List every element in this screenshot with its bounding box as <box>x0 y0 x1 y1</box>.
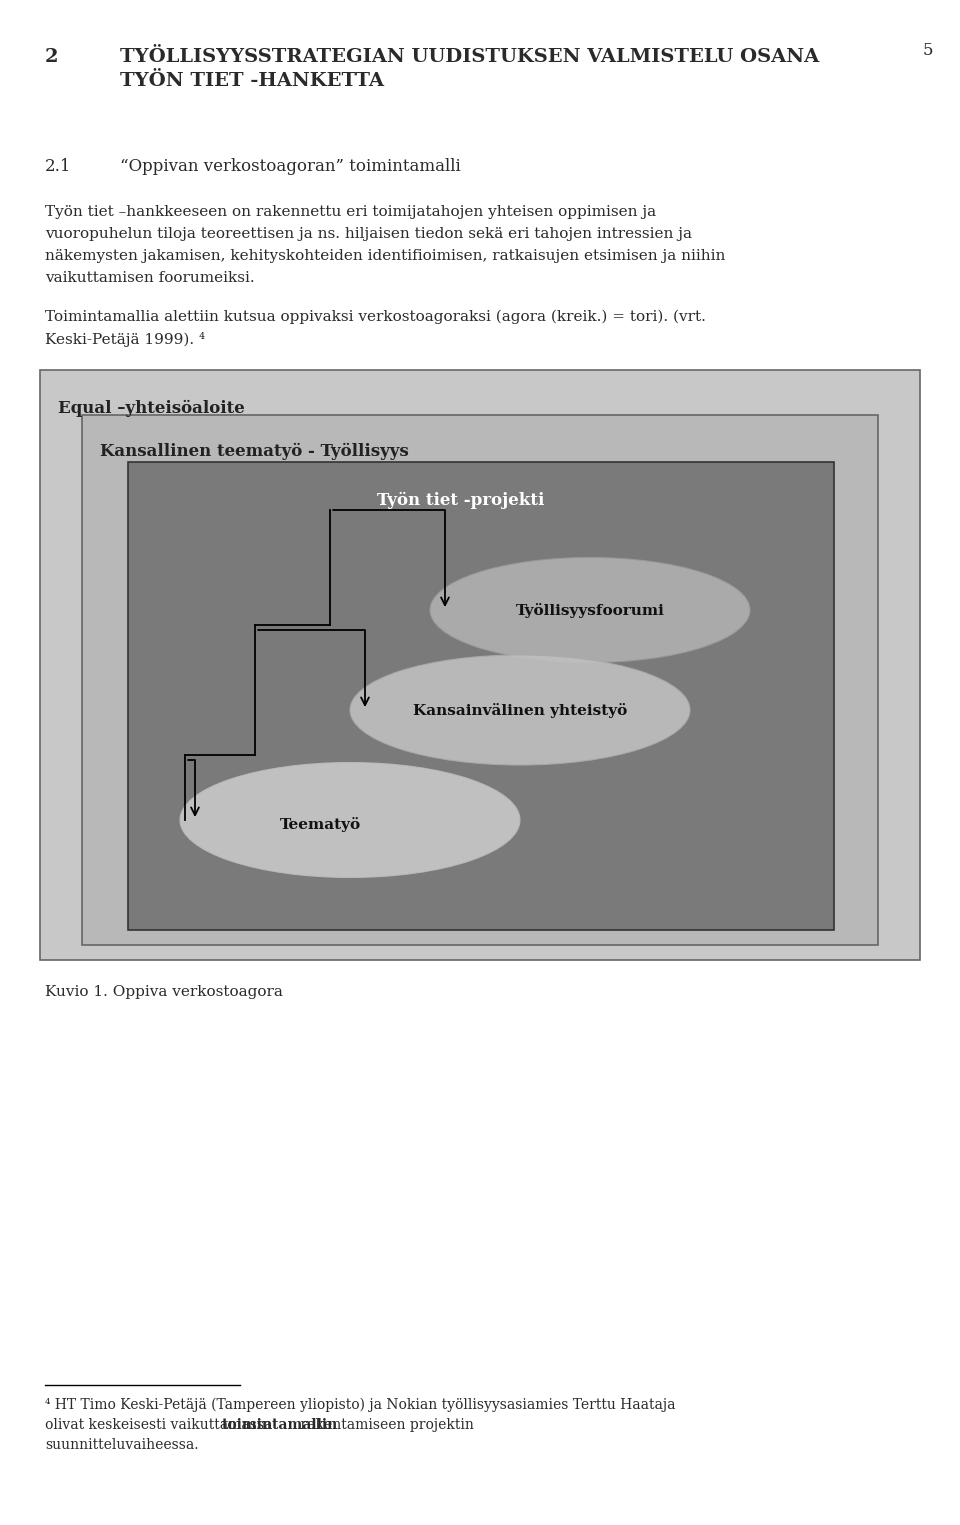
Text: Kansallinen teematyö - Työllisyys: Kansallinen teematyö - Työllisyys <box>100 442 409 461</box>
Text: vuoropuhelun tiloja teoreettisen ja ns. hiljaisen tiedon sekä eri tahojen intres: vuoropuhelun tiloja teoreettisen ja ns. … <box>45 227 692 241</box>
Text: Työn tiet –hankkeeseen on rakennettu eri toimijatahojen yhteisen oppimisen ja: Työn tiet –hankkeeseen on rakennettu eri… <box>45 204 656 220</box>
Text: Toimintamallia alettiin kutsua oppivaksi verkostoagoraksi (agora (kreik.) = tori: Toimintamallia alettiin kutsua oppivaksi… <box>45 310 706 325</box>
Text: olivat keskeisesti vaikuttamassa: olivat keskeisesti vaikuttamassa <box>45 1418 276 1432</box>
Ellipse shape <box>350 656 690 766</box>
Ellipse shape <box>430 558 750 662</box>
Text: Kansainvälinen yhteistyö: Kansainvälinen yhteistyö <box>413 703 627 717</box>
Text: Työllisyysfoorumi: Työllisyysfoorumi <box>516 602 664 618</box>
Text: ⁴ HT Timo Keski-Petäjä (Tampereen yliopisto) ja Nokian työllisyysasiamies Terttu: ⁴ HT Timo Keski-Petäjä (Tampereen yliopi… <box>45 1398 676 1412</box>
Text: vaikuttamisen foorumeiksi.: vaikuttamisen foorumeiksi. <box>45 271 254 285</box>
Bar <box>40 371 920 961</box>
Text: Keski-Petäjä 1999). ⁴: Keski-Petäjä 1999). ⁴ <box>45 332 205 348</box>
Text: Teematyö: Teematyö <box>279 817 361 833</box>
Text: näkemysten jakamisen, kehityskohteiden identifioimisen, ratkaisujen etsimisen ja: näkemysten jakamisen, kehityskohteiden i… <box>45 249 726 262</box>
Ellipse shape <box>180 762 520 877</box>
Text: Kuvio 1. Oppiva verkostoagora: Kuvio 1. Oppiva verkostoagora <box>45 985 283 999</box>
Text: Equal –yhteisöaloite: Equal –yhteisöaloite <box>58 400 245 418</box>
Text: suunnitteluvaiheessa.: suunnitteluvaiheessa. <box>45 1438 199 1452</box>
Text: 2.1: 2.1 <box>45 159 71 175</box>
Text: “Oppivan verkostoagoran” toimintamalli: “Oppivan verkostoagoran” toimintamalli <box>120 159 461 175</box>
Text: 2: 2 <box>45 47 59 66</box>
Text: rakentamiseen projektin: rakentamiseen projektin <box>297 1418 474 1432</box>
Bar <box>82 415 878 946</box>
Bar <box>128 462 834 930</box>
Text: Työn tiet -projekti: Työn tiet -projekti <box>377 493 544 509</box>
Text: 5: 5 <box>923 43 933 59</box>
Text: toimintamallin: toimintamallin <box>222 1418 338 1432</box>
Text: TYÖLLISYYSSTRATEGIAN UUDISTUKSEN VALMISTELU OSANA
TYÖN TIET -HANKETTA: TYÖLLISYYSSTRATEGIAN UUDISTUKSEN VALMIST… <box>120 47 819 90</box>
